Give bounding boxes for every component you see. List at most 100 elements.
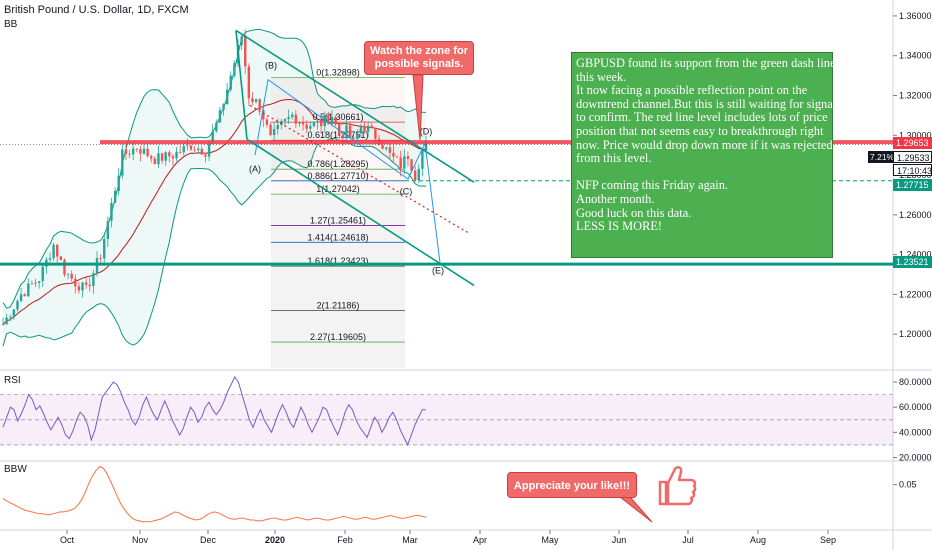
candle <box>164 152 167 161</box>
fib-level-label: 2(1.21186) <box>317 301 360 311</box>
price-tick-label: 1.30000 <box>899 130 932 140</box>
change-percent-tag: 7.21% <box>868 151 895 163</box>
candle <box>244 36 247 67</box>
rsi-tick-label: 40.0000 <box>899 427 932 437</box>
note-line <box>576 166 828 180</box>
note-line: GBPUSD found its support from the green … <box>576 56 836 70</box>
candle <box>121 149 124 176</box>
resistance-price-tag: 1.29653 <box>893 137 932 149</box>
candle <box>41 266 44 282</box>
candle <box>12 309 16 317</box>
candle <box>150 156 153 159</box>
candle <box>124 149 128 154</box>
fib-level-label: 0.618(1.29751) <box>307 130 368 140</box>
candle <box>197 148 200 150</box>
time-tick-label: Feb <box>337 535 353 545</box>
price-tick-label: 1.26000 <box>899 210 932 220</box>
candle <box>182 146 185 153</box>
fib-level-label: 0(1.32898) <box>316 68 360 78</box>
candle <box>225 89 229 105</box>
candle <box>30 283 34 285</box>
rsi-indicator-label[interactable]: RSI <box>4 375 21 386</box>
candle <box>283 119 287 122</box>
candle <box>301 122 305 125</box>
candle <box>258 99 261 110</box>
candle <box>99 258 102 259</box>
candle <box>113 190 117 203</box>
candle <box>352 137 355 139</box>
candle <box>142 148 146 154</box>
rsi-tick-label: 60.0000 <box>899 402 932 412</box>
candle <box>222 104 225 110</box>
candle <box>168 152 171 157</box>
candle <box>417 168 420 181</box>
bb-indicator-label[interactable]: BB <box>4 19 18 30</box>
candle <box>287 117 290 120</box>
candle <box>84 282 88 285</box>
candle <box>59 256 63 260</box>
candle <box>204 154 207 157</box>
candle <box>240 36 243 46</box>
candle <box>19 294 23 302</box>
fib-zone-lower <box>271 194 405 368</box>
bollinger-basis-line <box>2 98 427 325</box>
price-tick-label: 1.24000 <box>899 250 932 260</box>
time-tick-label: 2020 <box>265 535 285 545</box>
candle <box>413 170 417 181</box>
fib-level-label: 0.5(1.30661) <box>312 112 363 122</box>
candle <box>56 244 59 257</box>
fib-level-label: 1.618(1.23423) <box>307 256 368 266</box>
callout-zone-line-2: possible signals. <box>374 58 464 70</box>
candle <box>319 120 323 127</box>
last-price-tag: 1.29533 <box>893 151 932 163</box>
candle <box>131 148 135 155</box>
candle <box>424 140 428 151</box>
time-tick-label: May <box>541 535 559 545</box>
candle <box>348 125 352 138</box>
candle <box>66 273 70 275</box>
candle <box>403 156 406 169</box>
candle <box>374 127 377 139</box>
candle <box>175 151 178 159</box>
candle <box>385 147 388 149</box>
bbw-indicator-label[interactable]: BBW <box>4 464 27 475</box>
wave-label: (E) <box>432 266 444 276</box>
time-tick-label: Jun <box>612 535 627 545</box>
candle <box>262 109 265 120</box>
price-tick-label: 1.20000 <box>899 329 932 339</box>
bbw-line <box>2 465 427 523</box>
fib-level-label: 0.886(1.27710) <box>307 171 368 181</box>
candle <box>95 258 99 274</box>
time-tick-label: Aug <box>750 535 766 545</box>
price-tick-label: 1.36000 <box>899 11 932 21</box>
candle <box>247 66 251 99</box>
candle <box>34 282 37 284</box>
channel-connector <box>235 30 248 140</box>
candle <box>74 278 77 287</box>
note-line: It now facing a possible reflection poin… <box>576 83 808 98</box>
fib-level-label: 1.27(1.25461) <box>310 216 366 226</box>
wave-label: (C) <box>400 186 413 196</box>
candle <box>298 122 301 124</box>
candle <box>88 284 91 286</box>
candle <box>265 119 269 125</box>
fib-level-label: 0.786(1.28295) <box>307 159 368 169</box>
candle <box>186 145 189 147</box>
candle <box>327 115 330 124</box>
candle <box>316 120 319 123</box>
candle <box>70 273 73 279</box>
channel-lower-line <box>246 138 475 287</box>
candle <box>211 131 214 144</box>
time-tick-label: Mar <box>402 535 418 545</box>
note-line: Another month. <box>576 191 655 206</box>
candle <box>218 109 222 123</box>
candle <box>392 152 395 157</box>
candle <box>106 220 110 240</box>
time-tick-label: Sep <box>820 535 836 545</box>
candle <box>381 144 384 149</box>
note-line: to confirm. The red line level includes … <box>576 110 828 125</box>
price-tick-label: 1.32000 <box>899 90 932 100</box>
bollinger-lower-line <box>2 137 426 347</box>
candle <box>363 125 366 132</box>
